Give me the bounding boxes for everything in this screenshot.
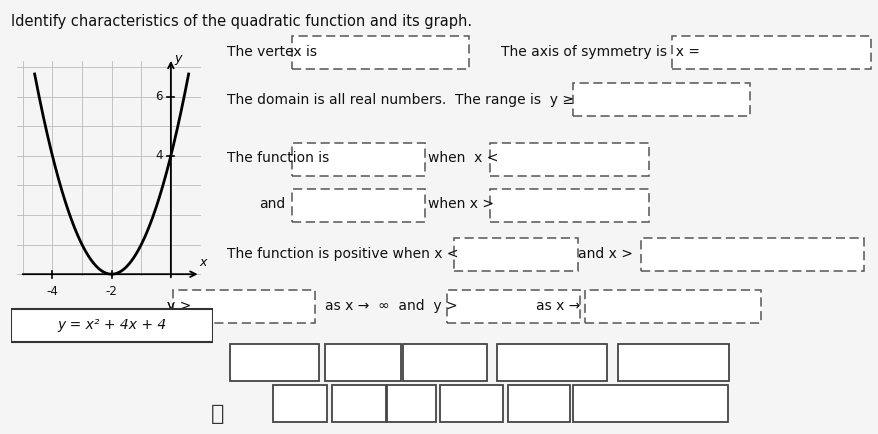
Text: :: −2: :: −2 <box>342 397 375 410</box>
Text: The axis of symmetry is  x =: The axis of symmetry is x = <box>500 45 699 59</box>
Text: :: 1: :: 1 <box>400 397 421 410</box>
Text: :: −∞: :: −∞ <box>454 397 488 410</box>
FancyBboxPatch shape <box>489 143 648 176</box>
Text: 🚶: 🚶 <box>210 404 224 424</box>
FancyBboxPatch shape <box>291 36 468 69</box>
Text: :: all real numbers: :: all real numbers <box>589 397 710 410</box>
FancyBboxPatch shape <box>489 189 648 222</box>
Text: x: x <box>199 256 207 269</box>
FancyBboxPatch shape <box>672 36 870 69</box>
FancyBboxPatch shape <box>273 385 327 422</box>
Text: The function is: The function is <box>227 151 328 165</box>
Text: :: decreasing: :: decreasing <box>508 356 594 369</box>
FancyBboxPatch shape <box>325 344 400 381</box>
FancyBboxPatch shape <box>173 290 314 323</box>
FancyBboxPatch shape <box>291 143 424 176</box>
Text: The function is positive when x <: The function is positive when x < <box>227 247 457 261</box>
FancyBboxPatch shape <box>617 344 728 381</box>
Text: :: (0, −2): :: (0, −2) <box>414 356 474 369</box>
FancyBboxPatch shape <box>640 238 863 271</box>
FancyBboxPatch shape <box>572 83 749 116</box>
FancyBboxPatch shape <box>386 385 435 422</box>
Text: :: 0: :: 0 <box>289 397 311 410</box>
FancyBboxPatch shape <box>454 238 578 271</box>
Text: when  x <: when x < <box>428 151 498 165</box>
Text: -2: -2 <box>105 286 118 299</box>
Text: The domain is all real numbers.  The range is  y ≥: The domain is all real numbers. The rang… <box>227 93 573 107</box>
Text: as x →  ∞  and  y >: as x → ∞ and y > <box>325 299 457 313</box>
Text: y: y <box>174 52 182 65</box>
Text: The vertex is: The vertex is <box>227 45 316 59</box>
FancyBboxPatch shape <box>496 344 607 381</box>
FancyBboxPatch shape <box>447 290 579 323</box>
Text: :: +∞: :: +∞ <box>522 397 556 410</box>
Text: y >: y > <box>167 299 191 313</box>
Text: when x >: when x > <box>428 197 493 211</box>
FancyBboxPatch shape <box>291 189 424 222</box>
Text: :: increasing: :: increasing <box>631 356 714 369</box>
FancyBboxPatch shape <box>332 385 385 422</box>
FancyBboxPatch shape <box>572 385 727 422</box>
Text: y >: y > <box>167 299 191 313</box>
Text: and x >: and x > <box>578 247 632 261</box>
Text: Identify characteristics of the quadratic function and its graph.: Identify characteristics of the quadrati… <box>11 14 471 29</box>
Text: :: (−2, 0): :: (−2, 0) <box>245 356 304 369</box>
FancyBboxPatch shape <box>507 385 570 422</box>
FancyBboxPatch shape <box>11 309 212 342</box>
Text: 4: 4 <box>155 149 162 162</box>
Text: -4: -4 <box>47 286 58 299</box>
FancyBboxPatch shape <box>402 344 486 381</box>
Text: and: and <box>259 197 285 211</box>
Text: 6: 6 <box>155 90 162 103</box>
FancyBboxPatch shape <box>230 344 319 381</box>
Text: as x →: as x → <box>536 299 579 313</box>
FancyBboxPatch shape <box>584 290 760 323</box>
FancyBboxPatch shape <box>440 385 502 422</box>
Text: :: (0, 4): :: (0, 4) <box>338 356 387 369</box>
Text: y = x² + 4x + 4: y = x² + 4x + 4 <box>57 318 166 332</box>
